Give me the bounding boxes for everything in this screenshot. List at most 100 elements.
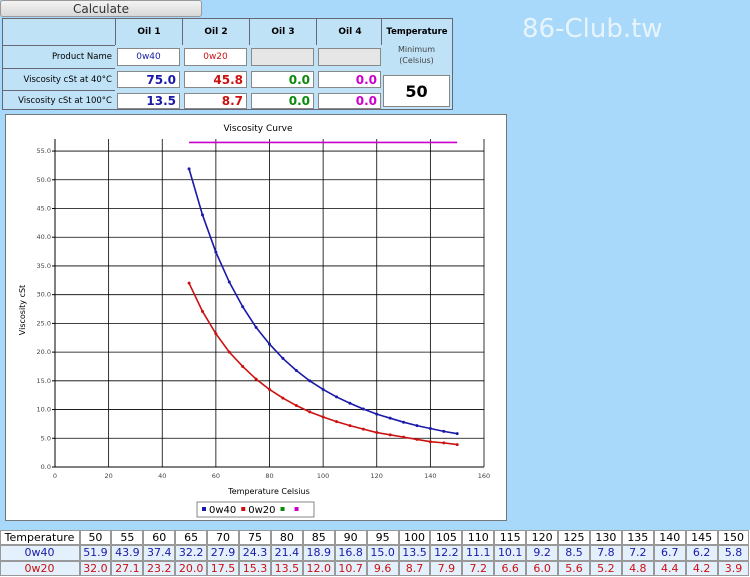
viscosity-input[interactable]: 0.0 — [318, 93, 381, 109]
viscosity-input[interactable]: 0.0 — [251, 93, 314, 109]
table-value: 4.8 — [621, 560, 654, 577]
table-value: 18.9 — [302, 545, 335, 561]
viscosity-input[interactable]: 0.0 — [318, 71, 381, 88]
row-label: Viscosity cSt at 100°C — [3, 90, 115, 111]
table-value: 7.9 — [430, 560, 463, 577]
viscosity-input[interactable]: 75.0 — [117, 71, 180, 88]
point — [241, 364, 245, 368]
point — [375, 431, 379, 435]
x-tick-label: 100 — [317, 472, 329, 480]
point — [308, 410, 312, 414]
table-temperature: 95 — [366, 529, 399, 546]
viscosity-input[interactable]: 13.5 — [117, 93, 180, 109]
y-tick-label: 25.0 — [37, 319, 51, 327]
name-input[interactable] — [251, 48, 314, 66]
point — [361, 427, 365, 431]
table-value: 12.2 — [430, 545, 463, 561]
y-tick-label: 30.0 — [37, 291, 51, 299]
point — [254, 377, 258, 381]
point — [335, 395, 339, 399]
temperature-note: Minimum — [397, 45, 436, 54]
table-temperature: 65 — [175, 529, 208, 546]
temperature-input[interactable]: 50 — [383, 75, 450, 107]
point — [187, 167, 191, 171]
y-tick-label: 0.0 — [41, 463, 51, 471]
table-value: 10.1 — [494, 545, 527, 561]
table-temperature: 135 — [621, 529, 654, 546]
point — [402, 435, 406, 439]
point — [200, 309, 204, 313]
point — [321, 387, 325, 391]
table-temperature: 120 — [526, 529, 559, 546]
point — [428, 427, 432, 431]
table-temperature: 105 — [430, 529, 463, 546]
chart: Viscosity Curve 0 20 40 60 80 100 120 140 160 0.0 5… — [5, 114, 507, 521]
x-tick-label: 80 — [265, 472, 273, 480]
point — [442, 441, 446, 445]
table-value: 8.5 — [558, 545, 590, 561]
legend-swatch — [202, 507, 206, 511]
table-value: 21.4 — [270, 545, 303, 561]
table-row-label: 0w20 — [0, 560, 80, 577]
y-tick-label: 35.0 — [37, 262, 51, 270]
viscosity-input[interactable]: 0.0 — [251, 71, 314, 88]
table-value: 4.2 — [685, 560, 718, 577]
table-value: 7.2 — [462, 560, 495, 577]
watermark: 86-Club.tw — [522, 14, 663, 44]
point — [442, 429, 446, 433]
point — [415, 424, 419, 428]
table-value: 13.5 — [398, 545, 431, 561]
table-value: 12.0 — [302, 560, 335, 577]
table-temperature: 85 — [302, 529, 335, 546]
table-value: 43.9 — [111, 545, 144, 561]
table-temperature: 90 — [334, 529, 367, 546]
table-value: 11.1 — [462, 545, 495, 561]
point — [214, 250, 218, 254]
point — [308, 379, 312, 383]
table-value: 7.2 — [621, 545, 654, 561]
name-input[interactable]: 0w20 — [184, 48, 247, 66]
y-tick-label: 45.0 — [37, 205, 51, 213]
table-temperature: 145 — [685, 529, 718, 546]
oil-form: Oil 1 Oil 2 Oil 3 Oil 4 Product Name 0w40 0w20… — [2, 18, 453, 110]
viscosity-input[interactable]: 8.7 — [184, 93, 247, 109]
x-tick-label: 140 — [424, 472, 436, 480]
legend-swatch — [294, 507, 299, 511]
legend-label: 0w20 — [248, 505, 275, 516]
table-value: 15.3 — [239, 560, 271, 577]
point — [294, 368, 298, 372]
point — [388, 416, 392, 420]
point — [281, 356, 285, 360]
y-tick-label: 20.0 — [37, 348, 51, 356]
point — [187, 281, 191, 285]
table-value: 6.6 — [494, 560, 527, 577]
table-temperature: 100 — [398, 529, 431, 546]
table-temperature: 150 — [717, 529, 750, 546]
table-temperature: 130 — [589, 529, 622, 546]
point — [348, 401, 352, 405]
calculate-button[interactable]: Calculate — [0, 0, 202, 17]
point — [375, 412, 379, 416]
table-value: 10.7 — [334, 560, 367, 577]
table-temperature: 55 — [111, 529, 144, 546]
point — [268, 387, 271, 391]
table-value: 32.2 — [175, 545, 208, 561]
table-value: 27.9 — [207, 545, 239, 561]
x-tick-label: 0 — [53, 472, 57, 480]
x-tick-label: 40 — [158, 472, 166, 480]
oil-header: Oil 3 — [249, 19, 316, 45]
row-label: Product Name — [3, 45, 115, 68]
table-temperature: 75 — [239, 529, 271, 546]
y-tick-label: 10.0 — [37, 406, 51, 414]
table-value: 5.6 — [558, 560, 590, 577]
oil-header: Oil 4 — [316, 19, 383, 45]
table-value: 7.8 — [589, 545, 622, 561]
point — [455, 443, 459, 447]
name-input[interactable] — [318, 48, 381, 66]
x-axis-label: Temperature Celsius — [227, 487, 310, 496]
viscosity-input[interactable]: 45.8 — [184, 71, 247, 88]
table-temperature: 115 — [494, 529, 527, 546]
table-value: 24.3 — [239, 545, 271, 561]
name-input[interactable]: 0w40 — [117, 48, 180, 66]
table-value: 37.4 — [143, 545, 176, 561]
